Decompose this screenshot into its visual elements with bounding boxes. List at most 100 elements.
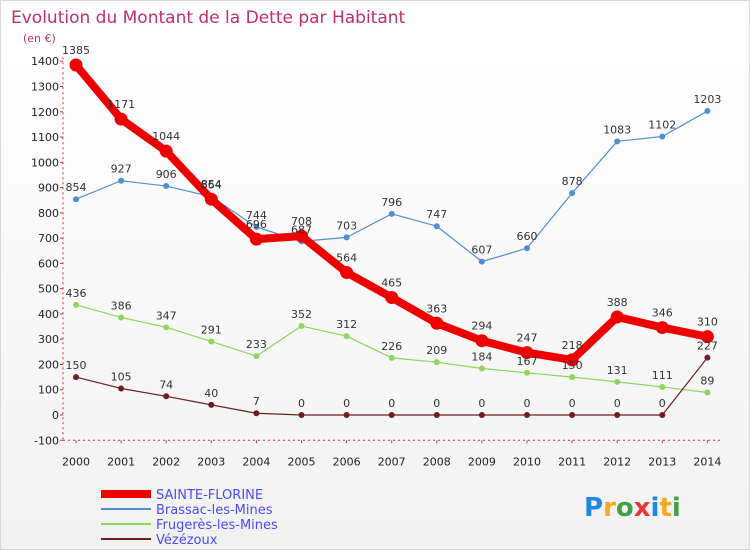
- y-tick-label: 1300: [31, 80, 59, 93]
- logo-letter: i: [672, 493, 681, 523]
- data-label-vezezoux: 7: [253, 395, 260, 408]
- x-tick-label: 2004: [242, 455, 270, 468]
- data-label-sainte-florine: 1171: [107, 98, 135, 111]
- x-tick-label: 2011: [558, 455, 586, 468]
- data-label-frugeres-les-mines: 347: [156, 309, 177, 322]
- data-label-sainte-florine: 388: [607, 296, 628, 309]
- data-label-sainte-florine: 310: [697, 316, 718, 329]
- data-point-vezezoux: [614, 412, 621, 418]
- proxiti-logo: Proxiti: [584, 493, 681, 523]
- data-point-sainte-florine: [295, 229, 308, 243]
- data-label-brassac-les-mines: 703: [336, 219, 357, 232]
- data-point-brassac-les-mines: [118, 177, 125, 184]
- data-label-sainte-florine: 696: [246, 218, 267, 231]
- y-tick-label: 800: [38, 207, 59, 220]
- y-tick-label: 1400: [31, 55, 59, 68]
- y-tick-label: 1000: [31, 156, 59, 169]
- data-label-brassac-les-mines: 747: [426, 208, 447, 221]
- data-label-frugeres-les-mines: 184: [471, 351, 492, 364]
- data-point-brassac-les-mines: [388, 210, 395, 217]
- data-label-frugeres-les-mines: 233: [246, 338, 267, 351]
- data-point-brassac-les-mines: [433, 223, 440, 230]
- data-point-frugeres-les-mines: [163, 324, 170, 331]
- data-point-vezezoux: [73, 374, 79, 381]
- data-label-brassac-les-mines: 906: [156, 168, 177, 181]
- data-label-brassac-les-mines: 1203: [693, 93, 721, 106]
- data-label-vezezoux: 74: [159, 378, 173, 391]
- data-label-vezezoux: 0: [388, 397, 395, 410]
- data-label-brassac-les-mines: 878: [562, 175, 583, 188]
- data-label-frugeres-les-mines: 386: [111, 299, 132, 312]
- data-point-frugeres-les-mines: [478, 365, 485, 372]
- data-point-sainte-florine: [565, 353, 579, 367]
- y-tick-label: 300: [38, 333, 59, 346]
- data-point-vezezoux: [253, 410, 260, 417]
- x-tick-label: 2014: [693, 455, 721, 468]
- data-label-vezezoux: 0: [433, 397, 440, 410]
- data-label-vezezoux: 0: [298, 397, 305, 410]
- data-label-sainte-florine: 1385: [62, 44, 90, 57]
- data-point-sainte-florine: [69, 58, 83, 72]
- y-tick-label: 100: [38, 384, 59, 397]
- data-label-frugeres-les-mines: 131: [607, 364, 628, 377]
- data-point-frugeres-les-mines: [388, 354, 395, 361]
- data-point-frugeres-les-mines: [524, 369, 530, 376]
- data-point-sainte-florine: [114, 112, 128, 126]
- legend-label: Brassac-les-Mines: [156, 503, 273, 518]
- data-point-frugeres-les-mines: [614, 378, 621, 385]
- data-point-vezezoux: [388, 412, 395, 418]
- data-point-sainte-florine: [204, 192, 218, 206]
- legend: SAINTE-FLORINEBrassac-les-MinesFrugerès-…: [101, 488, 278, 548]
- legend-label: Vézézoux: [156, 533, 218, 548]
- chart-title: Evolution du Montant de la Dette par Hab…: [11, 8, 406, 28]
- x-tick-label: 2012: [603, 455, 631, 468]
- data-point-frugeres-les-mines: [343, 333, 350, 340]
- logo-letter: P: [584, 493, 603, 523]
- y-tick-label: 1200: [31, 106, 59, 119]
- data-label-frugeres-les-mines: 150: [562, 359, 583, 372]
- data-point-brassac-les-mines: [659, 133, 666, 140]
- data-point-frugeres-les-mines: [569, 374, 576, 381]
- data-point-vezezoux: [208, 401, 215, 408]
- data-label-vezezoux: 0: [569, 397, 576, 410]
- data-point-vezezoux: [569, 412, 576, 418]
- logo-letter: r: [603, 493, 616, 523]
- data-point-vezezoux: [659, 412, 666, 418]
- data-point-vezezoux: [343, 412, 350, 418]
- data-label-frugeres-les-mines: 167: [517, 355, 538, 368]
- x-tick-label: 2007: [378, 455, 406, 468]
- x-tick-label: 2001: [107, 455, 135, 468]
- legend-label: SAINTE-FLORINE: [156, 488, 263, 503]
- data-label-brassac-les-mines: 687: [291, 223, 312, 236]
- data-point-frugeres-les-mines: [73, 301, 79, 308]
- logo-letter: x: [634, 493, 651, 523]
- data-label-sainte-florine: 218: [562, 339, 583, 352]
- data-point-frugeres-les-mines: [659, 383, 666, 390]
- x-tick-label: 2005: [288, 455, 316, 468]
- data-label-vezezoux: 227: [697, 340, 718, 353]
- y-tick-label: -100: [34, 434, 59, 447]
- data-point-sainte-florine: [700, 330, 714, 344]
- data-point-sainte-florine: [249, 232, 263, 246]
- y-tick-label: 400: [38, 308, 59, 321]
- data-label-brassac-les-mines: 796: [381, 196, 402, 209]
- logo-letter: i: [651, 493, 660, 523]
- data-label-sainte-florine: 363: [426, 302, 447, 315]
- x-tick-label: 2003: [197, 455, 225, 468]
- data-point-vezezoux: [524, 412, 530, 418]
- data-point-frugeres-les-mines: [208, 338, 215, 345]
- data-point-vezezoux: [163, 393, 170, 400]
- data-label-vezezoux: 150: [66, 359, 87, 372]
- data-point-brassac-les-mines: [569, 190, 576, 197]
- axes: -100010020030040050060070080090010001100…: [31, 55, 723, 468]
- data-label-brassac-les-mines: 854: [66, 181, 87, 194]
- data-point-brassac-les-mines: [73, 196, 79, 203]
- logo-letter: t: [659, 493, 671, 523]
- data-point-frugeres-les-mines: [433, 359, 440, 366]
- data-label-sainte-florine: 708: [291, 215, 312, 228]
- data-point-vezezoux: [433, 412, 440, 418]
- data-label-frugeres-les-mines: 89: [700, 375, 714, 388]
- data-point-frugeres-les-mines: [298, 323, 305, 330]
- chart-unit: (en €): [23, 32, 56, 45]
